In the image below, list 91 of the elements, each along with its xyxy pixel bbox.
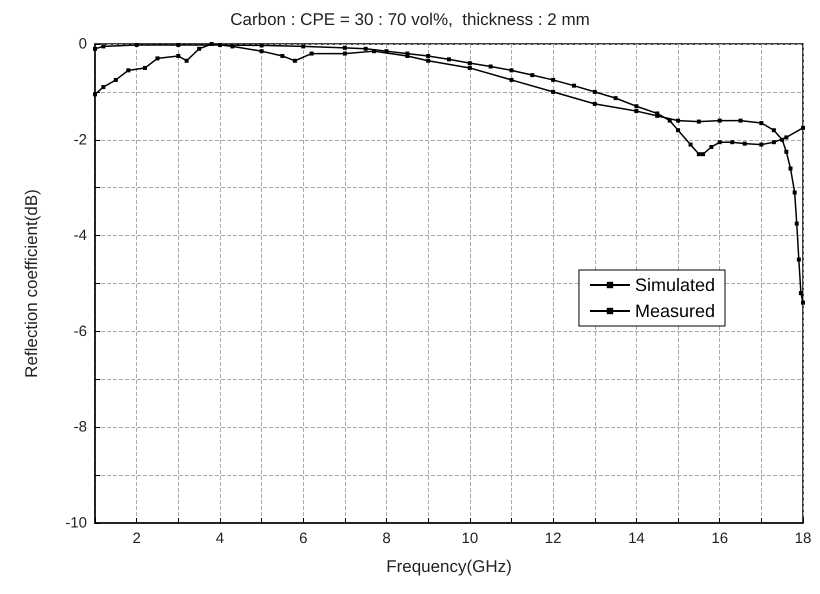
point xyxy=(718,140,722,144)
y-tick-label: -4 xyxy=(74,227,87,244)
point xyxy=(634,109,638,114)
point xyxy=(184,58,189,63)
x-tick-label: 16 xyxy=(711,530,728,547)
point xyxy=(468,66,472,70)
point xyxy=(551,90,556,94)
point xyxy=(592,102,597,106)
point xyxy=(488,64,493,69)
point xyxy=(794,222,799,226)
point xyxy=(798,291,803,296)
point xyxy=(759,142,764,147)
point xyxy=(792,190,797,194)
point xyxy=(101,44,106,48)
point xyxy=(592,90,597,94)
x-tick-label: 14 xyxy=(628,530,645,547)
point xyxy=(696,152,701,156)
point xyxy=(709,144,714,149)
point xyxy=(668,118,672,123)
point xyxy=(142,66,147,70)
chart-title: Carbon : CPE = 30 : 70 vol%, thickness : 2 mm xyxy=(230,10,590,29)
point xyxy=(772,140,776,144)
point xyxy=(93,92,97,96)
point xyxy=(364,46,368,51)
point xyxy=(280,54,284,58)
point xyxy=(134,42,139,47)
point xyxy=(780,138,784,142)
point xyxy=(468,61,472,66)
point xyxy=(572,84,576,88)
x-axis-title: Frequency(GHz) xyxy=(386,557,512,576)
point xyxy=(788,166,793,171)
x-tick-label: 10 xyxy=(461,530,478,547)
point xyxy=(759,121,764,126)
point xyxy=(655,114,660,118)
x-tick-label: 4 xyxy=(216,530,224,547)
x-tick-label: 6 xyxy=(299,530,308,547)
point xyxy=(210,42,214,46)
point xyxy=(372,49,376,54)
point xyxy=(634,104,638,108)
point xyxy=(551,78,556,82)
point xyxy=(176,42,180,47)
point xyxy=(301,44,306,48)
y-tick-label: -8 xyxy=(74,418,87,436)
point xyxy=(260,49,264,54)
x-tick-label: 12 xyxy=(544,530,562,547)
point xyxy=(342,46,347,50)
point xyxy=(101,85,106,90)
point xyxy=(342,52,347,56)
point xyxy=(676,128,680,132)
point xyxy=(176,54,180,58)
point xyxy=(676,118,680,123)
x-tick-label: 2 xyxy=(132,530,141,547)
y-axis-title: Reflection coefficient(dB) xyxy=(22,189,41,378)
point xyxy=(742,142,747,146)
point xyxy=(784,135,788,140)
point xyxy=(801,300,805,305)
legend-label: Simulated xyxy=(634,275,716,295)
legend-label: Measured xyxy=(634,301,716,321)
x-tick-label: 18 xyxy=(794,530,812,547)
point xyxy=(114,78,118,82)
point xyxy=(126,68,130,72)
point xyxy=(509,78,514,82)
point xyxy=(738,118,743,123)
point xyxy=(230,44,234,48)
point xyxy=(260,43,264,48)
point xyxy=(292,58,297,63)
point xyxy=(696,120,701,124)
point xyxy=(426,54,430,58)
point xyxy=(701,152,706,156)
point xyxy=(614,96,618,100)
y-tick-label: 0 xyxy=(78,36,87,52)
point xyxy=(730,140,734,144)
point xyxy=(197,46,202,51)
point xyxy=(784,150,788,154)
x-tick-label: 8 xyxy=(382,530,391,547)
point xyxy=(218,42,222,47)
point xyxy=(688,142,693,147)
point xyxy=(93,46,97,51)
y-tick-label: -6 xyxy=(74,322,87,340)
point xyxy=(155,56,160,60)
point xyxy=(801,126,805,130)
point xyxy=(530,73,534,78)
point xyxy=(718,118,722,123)
y-tick-label: -2 xyxy=(74,131,87,148)
point xyxy=(310,52,314,56)
point xyxy=(447,57,451,62)
point xyxy=(772,128,776,132)
y-tick-label: -10 xyxy=(65,514,87,532)
point xyxy=(796,258,801,262)
point xyxy=(426,58,430,63)
point xyxy=(509,68,514,72)
